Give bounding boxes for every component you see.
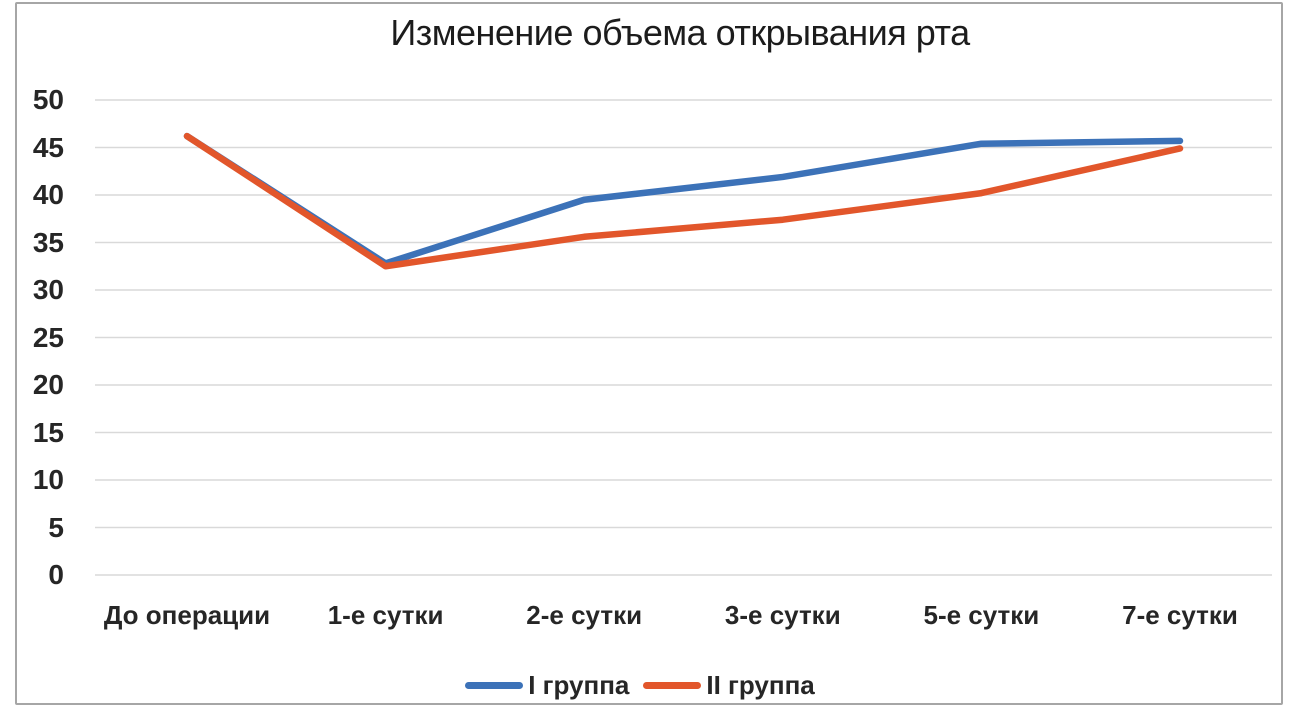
- y-tick-label: 30: [32, 274, 64, 305]
- chart-frame: [15, 2, 1283, 705]
- y-tick-label: 20: [32, 369, 64, 400]
- x-axis-tick-labels: До операции 1-е сутки 2-е сутки 3-е сутки 5-…: [88, 598, 1280, 632]
- y-tick-label: 5: [48, 511, 64, 543]
- x-tick-label: 7-е сутки: [1122, 600, 1238, 630]
- y-tick-label: 45: [32, 131, 64, 163]
- y-tick-label: 15: [32, 416, 64, 448]
- legend-label: II группа: [706, 670, 815, 700]
- y-tick-label: 0: [48, 559, 64, 590]
- x-tick-label: До операции: [103, 600, 271, 630]
- x-tick-label: 5-е сутки: [923, 600, 1040, 630]
- legend-label: I группа: [528, 670, 630, 700]
- legend-line-swatch-1: [465, 682, 524, 689]
- x-tick-label: 1-е сутки: [327, 600, 444, 630]
- y-tick-label: 35: [32, 226, 64, 258]
- y-tick-label: 50: [32, 84, 64, 115]
- legend: I группа II группа: [0, 670, 1280, 701]
- y-tick-label: 40: [32, 179, 64, 210]
- legend-item: II группа: [643, 670, 815, 701]
- legend-line-swatch-2: [643, 682, 702, 689]
- chart-title: Изменение объема открывания рта: [390, 12, 970, 53]
- y-axis-tick-labels: 0 5 10 15 20 25 30 35 40 45 50: [12, 85, 64, 590]
- y-tick-label: 25: [32, 321, 64, 353]
- y-tick-label: 10: [32, 464, 64, 495]
- series-line-1: [183, 132, 1184, 267]
- series-line-2: [183, 132, 1184, 270]
- x-tick-label: 2-е сутки: [526, 600, 643, 630]
- x-tick-label: 3-е сутки: [724, 600, 841, 630]
- legend-item: I группа: [465, 670, 629, 701]
- plot-area: [95, 99, 1272, 576]
